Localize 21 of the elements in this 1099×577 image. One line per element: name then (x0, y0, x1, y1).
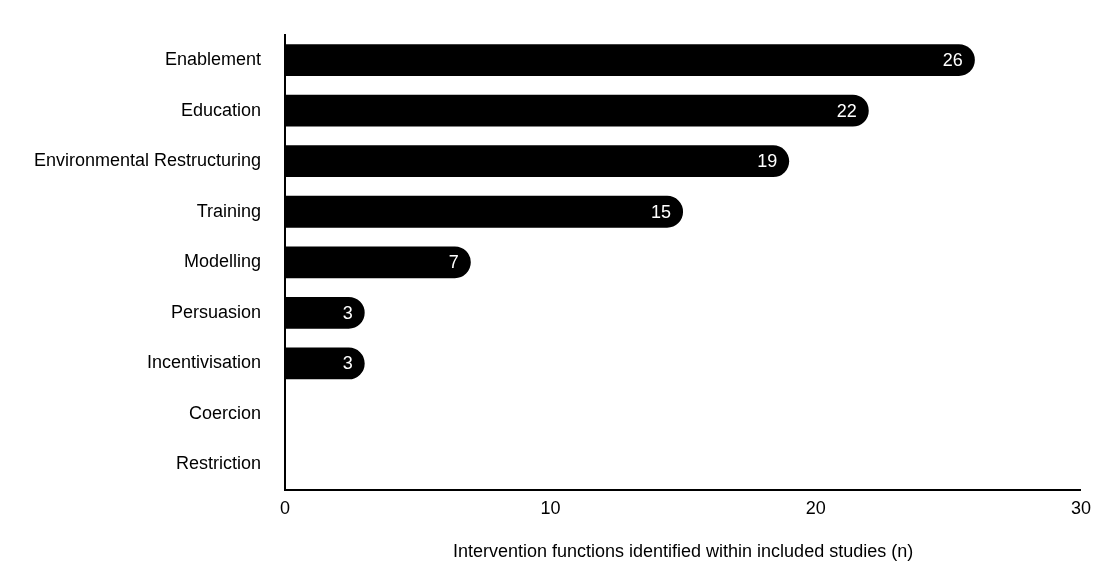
y-tick-label: Modelling (184, 251, 262, 272)
y-tick-label: Persuasion (171, 301, 262, 322)
y-tick-label: Training (196, 200, 262, 221)
x-tick-label: 20 (805, 497, 826, 518)
x-axis-title: Intervention functions identified within included studies (n) (452, 541, 914, 562)
y-tick-label: Environmental Restructuring (33, 150, 262, 171)
y-tick-label: Restriction (176, 453, 262, 474)
x-tick-label: 0 (280, 497, 291, 518)
y-tick-label: Enablement (165, 49, 262, 70)
data-label: 7 (448, 252, 459, 273)
y-tick-label: Incentivisation (147, 352, 262, 373)
y-tick-label: Education (181, 99, 262, 120)
y-tick-label: Coercion (189, 402, 262, 423)
data-label: 26 (942, 50, 963, 71)
data-label: 3 (342, 353, 353, 374)
data-label: 15 (651, 201, 672, 222)
data-label: 22 (836, 100, 857, 121)
x-tick-label: 30 (1070, 497, 1091, 518)
data-label: 19 (757, 151, 778, 172)
data-label: 3 (342, 302, 353, 323)
x-tick-label: 10 (540, 497, 561, 518)
